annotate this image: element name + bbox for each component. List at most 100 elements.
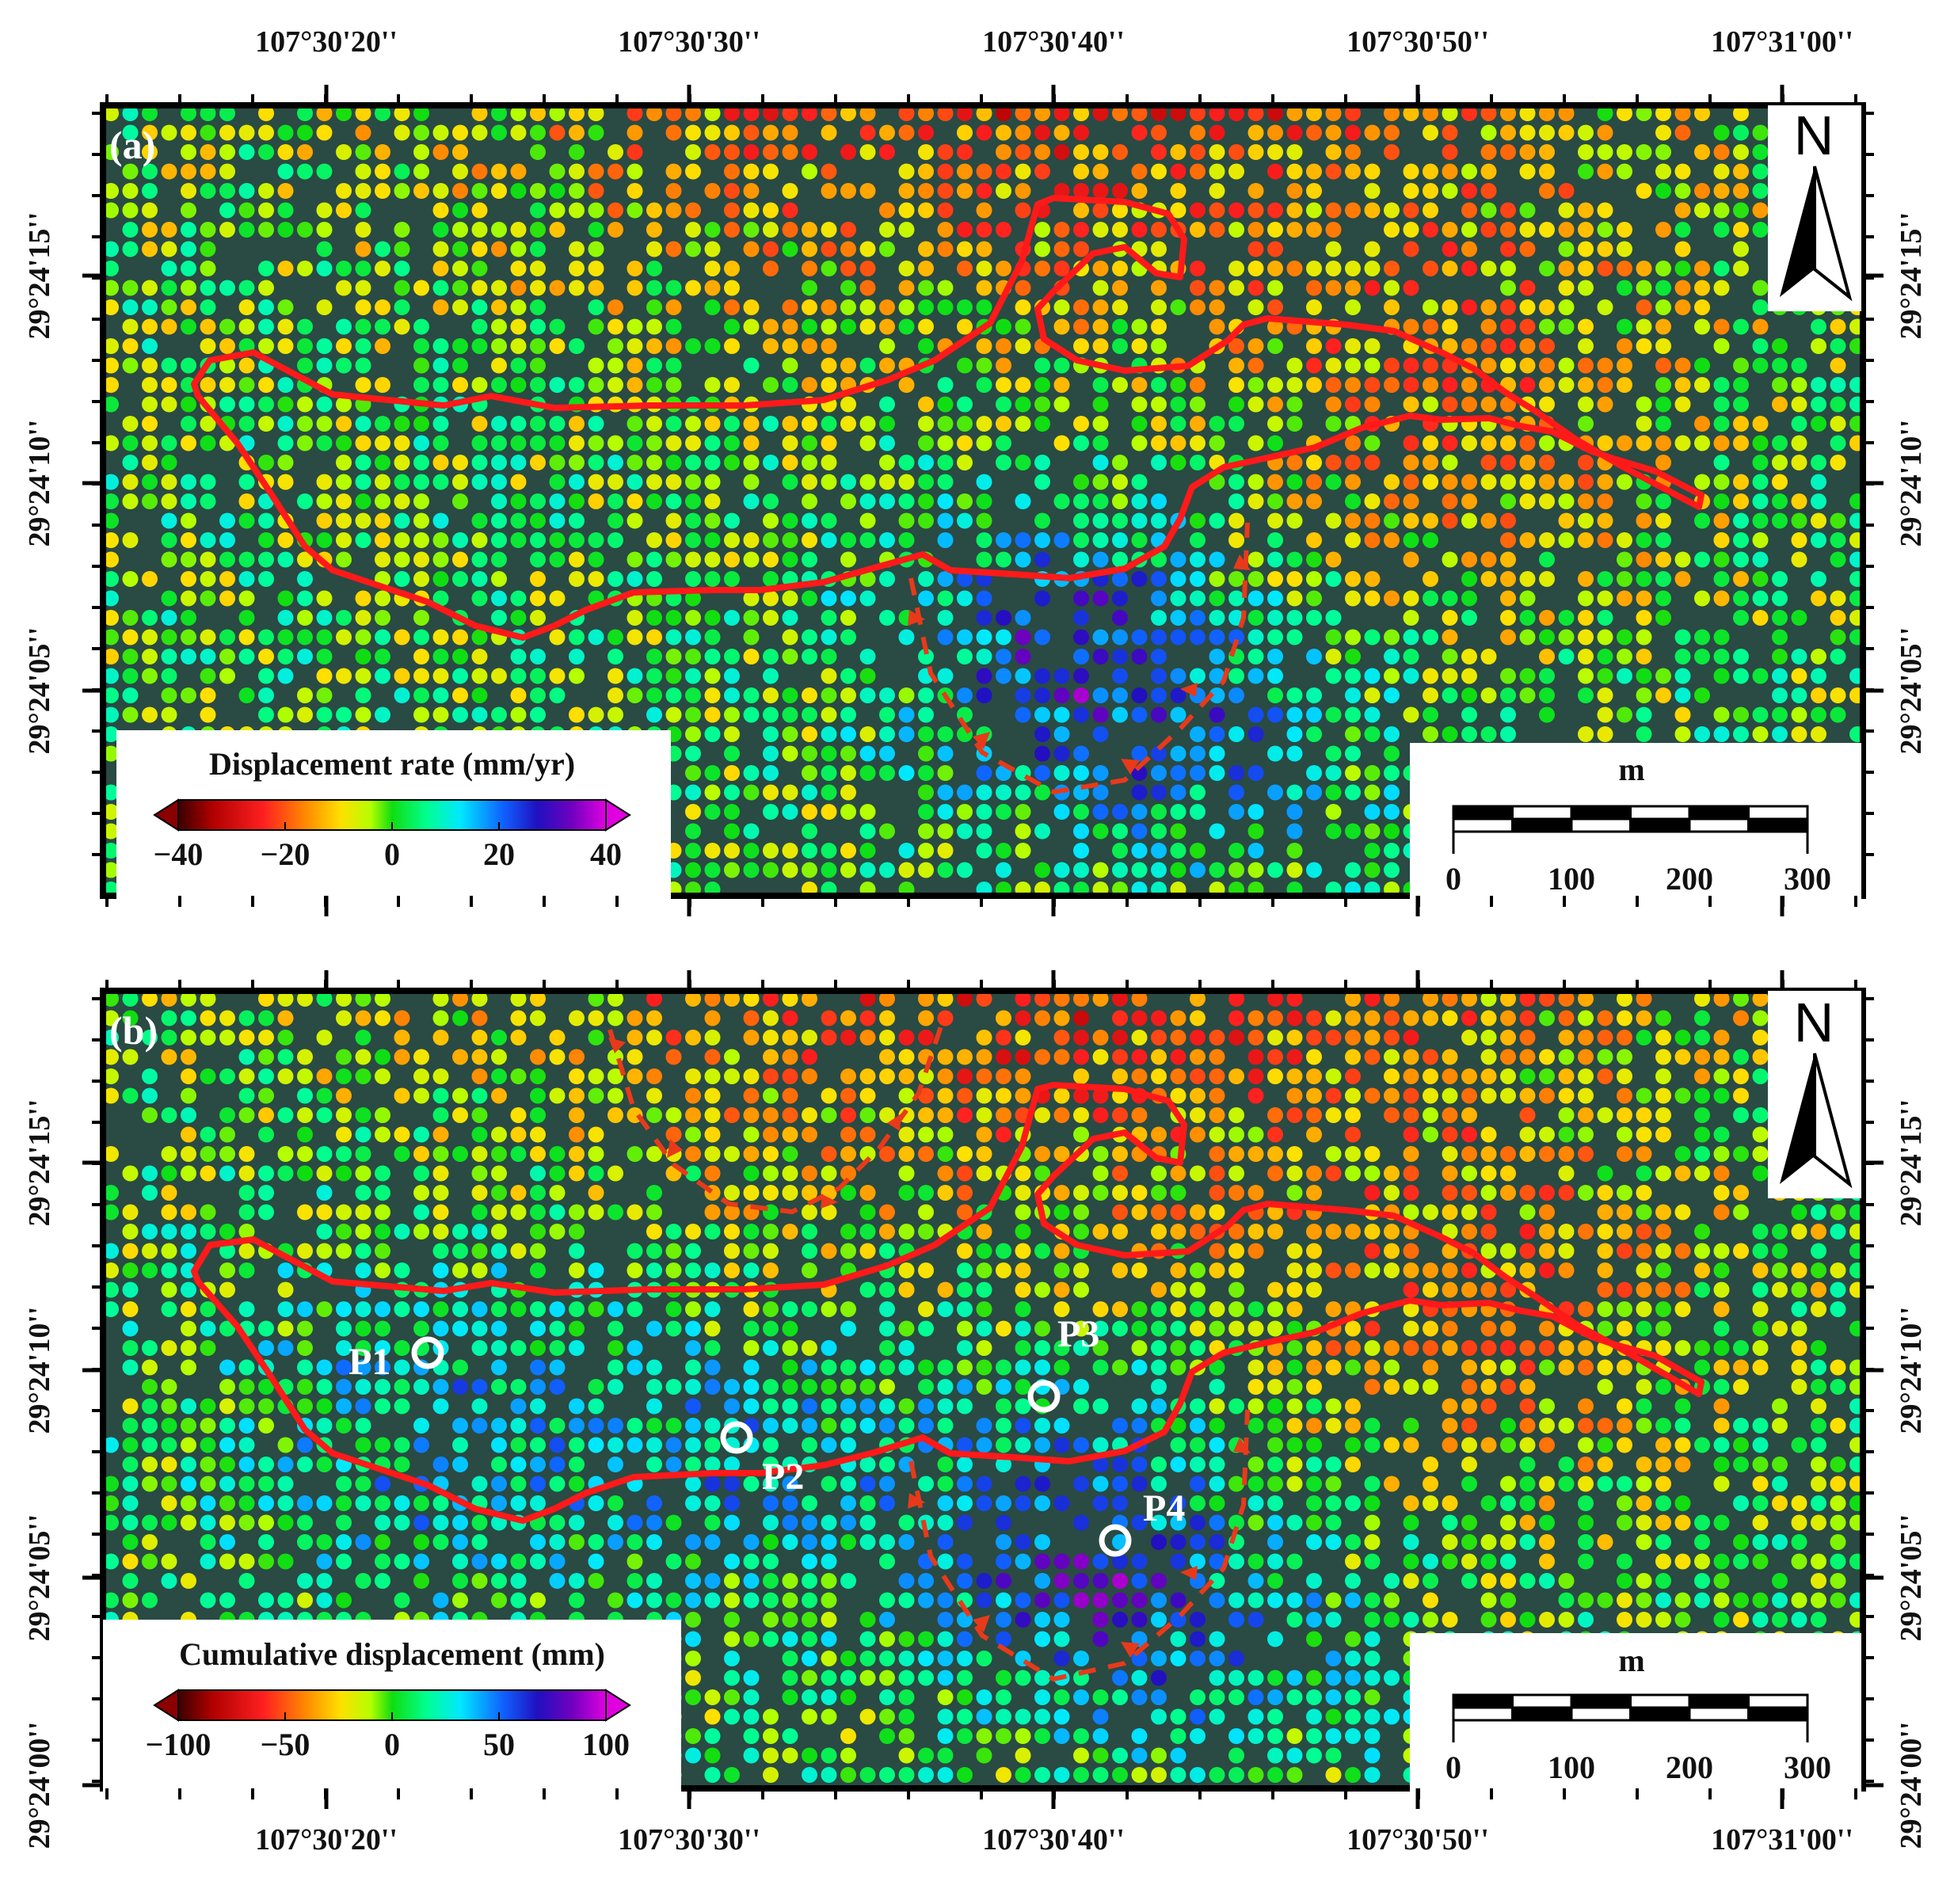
displacement-point <box>1480 299 1497 315</box>
displacement-point <box>608 1340 623 1356</box>
displacement-point <box>627 183 643 199</box>
displacement-point <box>1423 668 1438 684</box>
displacement-point <box>1442 1185 1458 1201</box>
displacement-point <box>1423 1049 1438 1065</box>
displacement-point <box>1286 1185 1303 1201</box>
displacement-point <box>181 241 196 257</box>
displacement-point <box>510 124 527 141</box>
displacement-point <box>937 455 954 470</box>
displacement-point <box>1190 1126 1206 1143</box>
displacement-point <box>976 1340 992 1356</box>
displacement-point <box>898 843 915 859</box>
displacement-point <box>1636 1146 1652 1162</box>
displacement-point <box>510 183 527 199</box>
displacement-point <box>161 1495 177 1511</box>
flow-arrow-a <box>908 522 1250 795</box>
displacement-point <box>569 512 585 529</box>
displacement-point <box>277 532 294 548</box>
displacement-point <box>743 1534 760 1550</box>
displacement-point <box>918 862 934 878</box>
displacement-point <box>821 1030 837 1045</box>
displacement-point <box>1849 590 1863 607</box>
displacement-point <box>918 726 934 742</box>
displacement-point <box>1209 183 1225 199</box>
displacement-point <box>996 377 1011 393</box>
displacement-point <box>1480 261 1497 276</box>
displacement-point <box>297 1165 313 1182</box>
displacement-point <box>1325 280 1342 296</box>
displacement-point <box>1345 784 1361 801</box>
displacement-point <box>1713 377 1730 393</box>
displacement-point <box>821 357 837 374</box>
displacement-point <box>1170 1030 1186 1045</box>
displacement-point <box>1092 823 1109 840</box>
displacement-point <box>665 1457 682 1472</box>
displacement-point <box>821 1107 837 1123</box>
displacement-point <box>1247 338 1264 354</box>
displacement-point <box>1325 1495 1342 1511</box>
displacement-point <box>1267 745 1283 762</box>
displacement-point <box>1325 706 1342 723</box>
displacement-point <box>1034 629 1050 645</box>
displacement-point <box>1209 765 1225 781</box>
displacement-point <box>704 765 721 781</box>
displacement-point <box>432 455 449 470</box>
displacement-point <box>1325 765 1342 781</box>
displacement-point <box>103 512 119 529</box>
displacement-point <box>1073 1068 1089 1084</box>
displacement-point <box>1384 261 1400 276</box>
displacement-point <box>1752 435 1769 451</box>
displacement-point <box>1636 687 1652 703</box>
displacement-point <box>122 202 139 219</box>
displacement-point <box>413 1301 429 1317</box>
displacement-point <box>277 1262 294 1278</box>
displacement-point <box>1539 396 1555 413</box>
displacement-point <box>1461 1165 1477 1182</box>
displacement-point <box>181 163 196 180</box>
displacement-point <box>1791 668 1807 684</box>
displacement-point <box>1247 668 1264 684</box>
displacement-point <box>763 416 779 432</box>
displacement-point <box>1636 1301 1652 1317</box>
displacement-point <box>1053 765 1070 781</box>
displacement-point <box>336 551 352 568</box>
displacement-point <box>1500 1514 1516 1531</box>
displacement-point <box>142 338 158 354</box>
displacement-point <box>219 377 235 393</box>
displacement-point <box>1325 571 1342 587</box>
displacement-point <box>704 241 721 257</box>
displacement-point <box>1053 745 1070 762</box>
displacement-point <box>821 1340 837 1356</box>
displacement-point <box>957 649 973 664</box>
displacement-point <box>724 765 740 781</box>
displacement-point <box>1733 668 1749 684</box>
displacement-point <box>277 202 294 219</box>
displacement-point <box>413 571 429 587</box>
displacement-point <box>1539 1514 1555 1531</box>
displacement-point <box>1034 823 1050 840</box>
displacement-point <box>1442 1398 1458 1415</box>
displacement-point <box>1636 629 1652 645</box>
displacement-point <box>1752 610 1769 626</box>
displacement-point <box>1247 1126 1264 1143</box>
displacement-point <box>569 1398 585 1415</box>
displacement-point <box>1558 649 1575 664</box>
displacement-point <box>122 222 139 238</box>
displacement-point <box>1247 551 1264 568</box>
displacement-point <box>491 1320 507 1337</box>
displacement-point <box>1228 532 1244 548</box>
displacement-point <box>1636 512 1652 529</box>
displacement-point <box>510 706 527 723</box>
displacement-point <box>1190 726 1206 742</box>
displacement-point <box>782 551 798 568</box>
displacement-point <box>957 1243 973 1259</box>
colorbar-tick-label: 0 <box>384 836 400 872</box>
displacement-point <box>646 338 662 354</box>
displacement-point <box>161 668 177 684</box>
displacement-point <box>1345 882 1361 896</box>
displacement-point <box>1209 144 1225 160</box>
displacement-point <box>743 1107 760 1123</box>
displacement-point <box>821 706 837 723</box>
displacement-point <box>918 318 934 335</box>
displacement-point <box>1713 124 1730 141</box>
